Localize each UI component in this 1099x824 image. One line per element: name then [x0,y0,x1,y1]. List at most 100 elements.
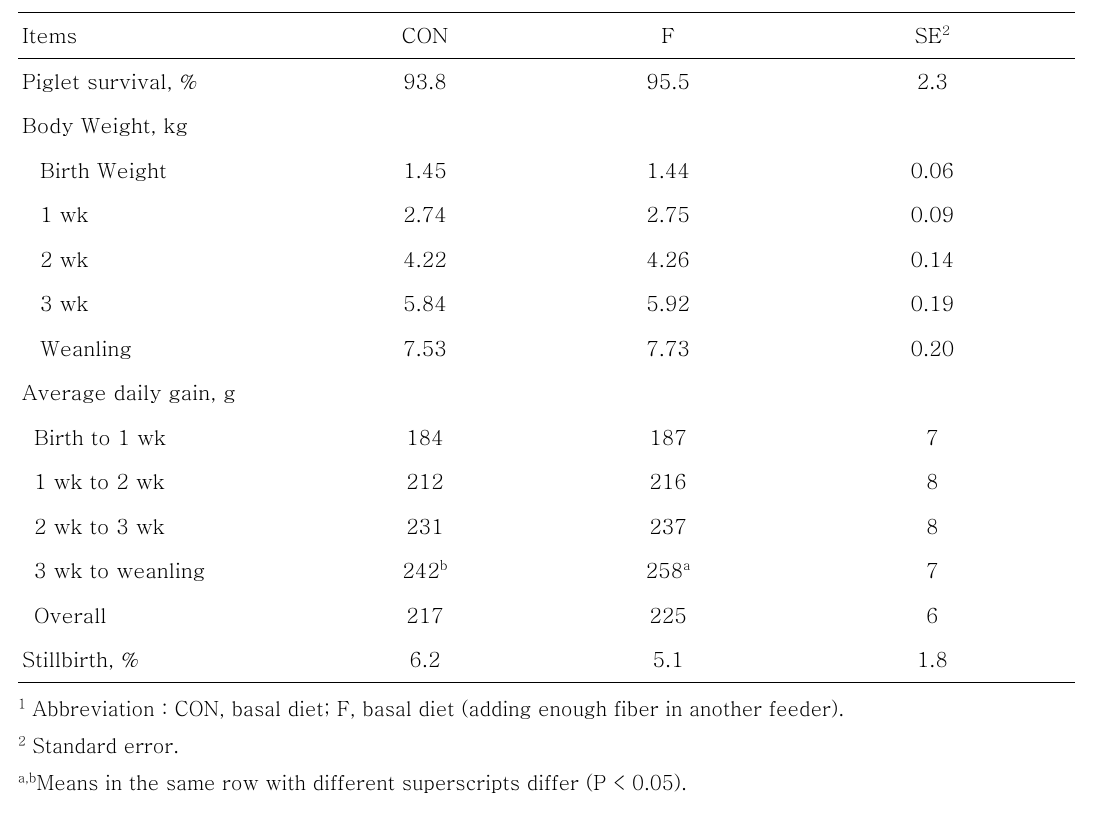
row-label: 1 wk [22,198,89,228]
cell-se: 7 [790,415,1075,460]
table-row: 3 wk 5.845.920.19 [18,281,1075,326]
cell-f: 237 [546,504,789,549]
row-label: 2 wk to 3 wk [22,510,165,540]
footnote-3-text: Means in the same row with different sup… [36,767,687,796]
cell-items: 1 wk [18,192,303,237]
table-row: 1 wk to 2 wk 2122168 [18,459,1075,504]
table-row: Weanling 7.537.730.20 [18,326,1075,371]
cell-con: 4.22 [303,237,546,282]
cell-se: 0.06 [790,148,1075,193]
cell-f [546,370,789,415]
cell-se: 1.8 [790,637,1075,682]
table-row: 2 wk to 3 wk 2312378 [18,504,1075,549]
row-label: 1 wk to 2 wk [22,465,165,495]
footnote-3-marker: a,b [18,767,36,786]
footnote-2-marker: 2 [18,730,26,749]
cell-con: 2.74 [303,192,546,237]
row-label: Birth to 1 wk [22,421,166,451]
cell-se: 7 [790,548,1075,593]
table-row: Average daily gain, g [18,370,1075,415]
footnote-1-text: Abbreviation : CON, basal diet; F, basal… [26,693,845,722]
cell-items: 2 wk [18,237,303,282]
cell-se: 0.20 [790,326,1075,371]
col-header-se-sup: 2 [942,20,950,39]
cell-f: 2.75 [546,192,789,237]
table-row: Body Weight, kg [18,103,1075,148]
row-label: Body Weight, kg [22,109,188,139]
cell-con: 6.2 [303,637,546,682]
table-row: Birth to 1 wk 1841877 [18,415,1075,460]
cell-f: 4.26 [546,237,789,282]
row-label: 2 wk [22,243,89,273]
cell-se [790,370,1075,415]
cell-se [790,103,1075,148]
table-header-row: ItemsCONFSE2 [18,13,1075,59]
row-label: Average daily gain, g [22,376,236,406]
cell-items: Body Weight, kg [18,103,303,148]
cell-items: 2 wk to 3 wk [18,504,303,549]
cell-f: 187 [546,415,789,460]
row-label: Piglet survival, % [22,65,198,95]
footnote-2: 2 Standard error. [18,726,1075,763]
table-row: Overall 2172256 [18,593,1075,638]
cell-se: 6 [790,593,1075,638]
cell-items: Birth to 1 wk [18,415,303,460]
cell-f: 1.44 [546,148,789,193]
footnote-3: a,bMeans in the same row with different … [18,763,1075,800]
footnote-2-text: Standard error. [26,730,179,759]
cell-f: 216 [546,459,789,504]
cell-items: Overall [18,593,303,638]
col-header-items: Items [18,13,303,59]
cell-con: 231 [303,504,546,549]
cell-con [303,103,546,148]
cell-f: 225 [546,593,789,638]
cell-f-sup: a [683,555,690,574]
row-label: 3 wk [22,287,89,317]
cell-items: Stillbirth, % [18,637,303,682]
cell-con-sup: b [440,555,448,574]
cell-f: 5.1 [546,637,789,682]
table-row: Birth Weight 1.451.440.06 [18,148,1075,193]
cell-con: 184 [303,415,546,460]
row-label: Weanling [22,332,132,362]
cell-con: 7.53 [303,326,546,371]
cell-con: 212 [303,459,546,504]
cell-items: 1 wk to 2 wk [18,459,303,504]
row-label: 3 wk to weanling [22,554,205,584]
cell-se: 8 [790,459,1075,504]
cell-con: 5.84 [303,281,546,326]
piglet-performance-table: ItemsCONFSE2Piglet survival, %93.895.52.… [18,12,1075,683]
cell-items: Weanling [18,326,303,371]
cell-con: 217 [303,593,546,638]
col-header-con: CON [303,13,546,59]
cell-items: Average daily gain, g [18,370,303,415]
cell-se: 0.09 [790,192,1075,237]
table-row: 3 wk to weanling 242b258a7 [18,548,1075,593]
cell-se: 8 [790,504,1075,549]
cell-se: 0.14 [790,237,1075,282]
cell-f: 258a [546,548,789,593]
table-row: 1 wk 2.742.750.09 [18,192,1075,237]
cell-se: 0.19 [790,281,1075,326]
cell-items: Piglet survival, % [18,58,303,103]
cell-se: 2.3 [790,58,1075,103]
cell-f: 7.73 [546,326,789,371]
cell-con: 1.45 [303,148,546,193]
row-label: Birth Weight [22,154,167,184]
table-row: 2 wk 4.224.260.14 [18,237,1075,282]
cell-f [546,103,789,148]
row-label: Overall [22,599,106,629]
table-footnotes: 1 Abbreviation : CON, basal diet; F, bas… [18,689,1075,800]
col-header-f: F [546,13,789,59]
footnote-1: 1 Abbreviation : CON, basal diet; F, bas… [18,689,1075,726]
cell-con: 93.8 [303,58,546,103]
row-label: Stillbirth, % [22,643,139,673]
cell-f: 5.92 [546,281,789,326]
table-row: Stillbirth, % 6.25.11.8 [18,637,1075,682]
cell-con: 242b [303,548,546,593]
footnote-1-marker: 1 [18,693,26,712]
cell-con [303,370,546,415]
table-row: Piglet survival, %93.895.52.3 [18,58,1075,103]
cell-items: 3 wk to weanling [18,548,303,593]
col-header-se: SE2 [790,13,1075,59]
